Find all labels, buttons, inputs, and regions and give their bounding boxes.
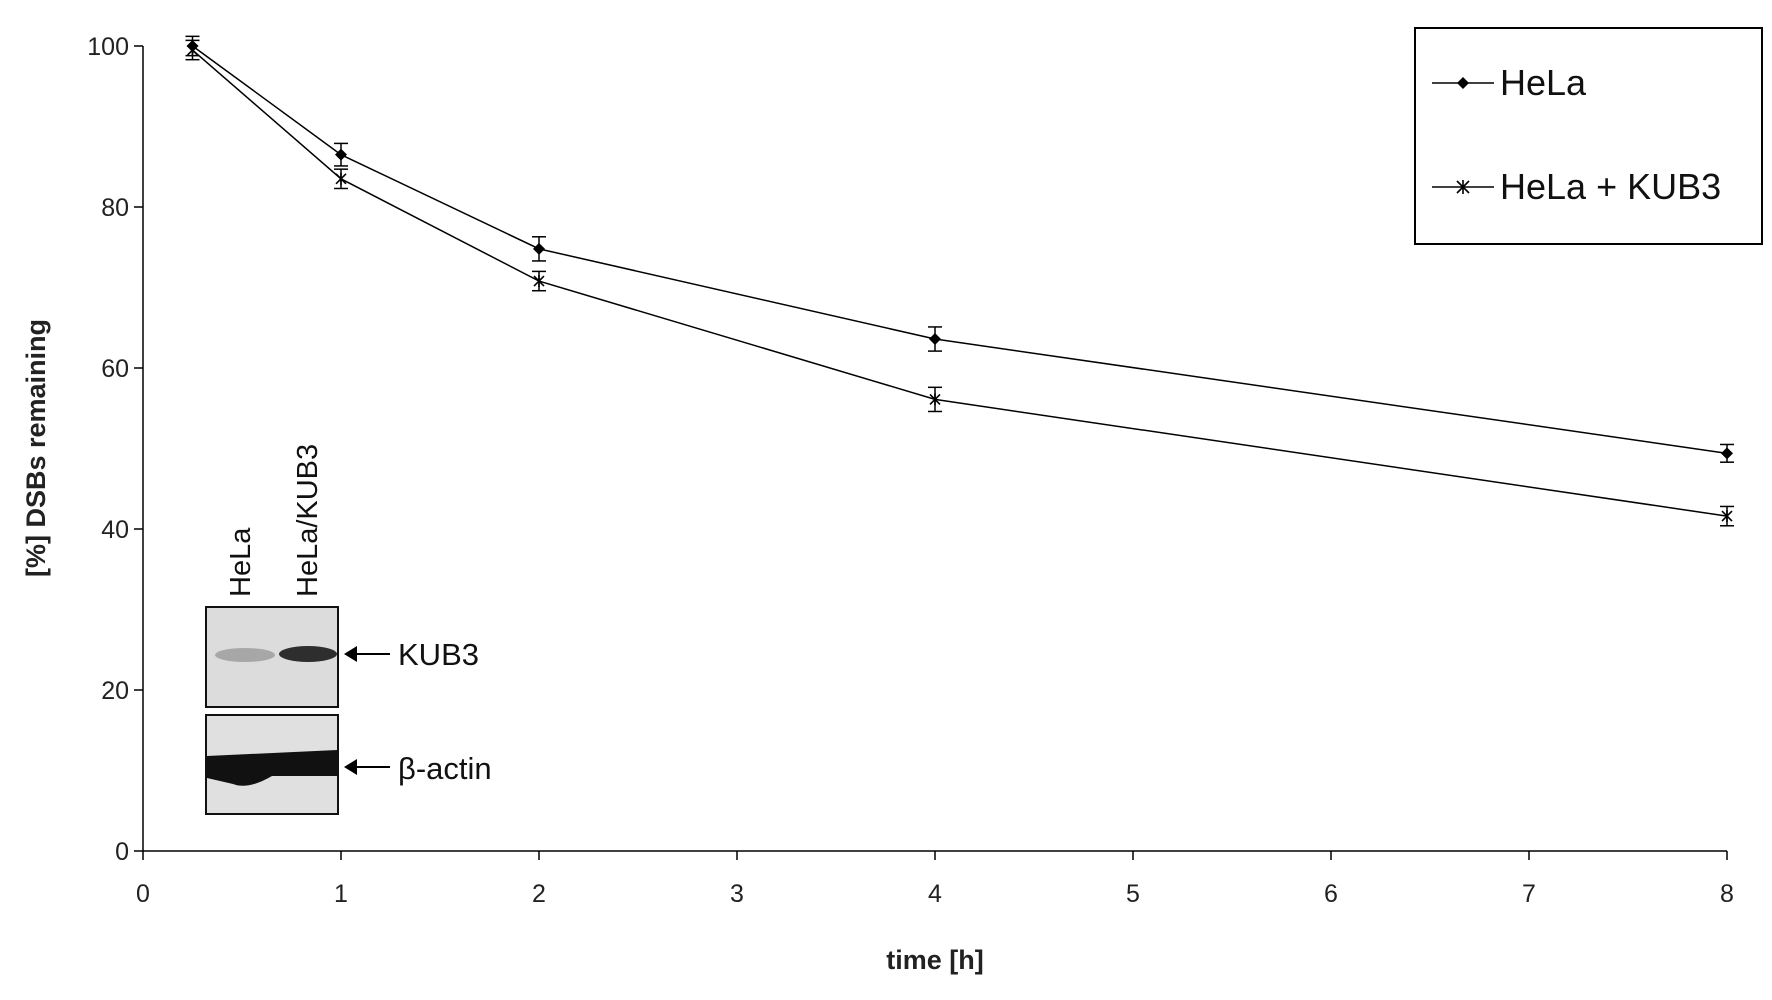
data-point bbox=[335, 172, 347, 185]
y-tick-label: 100 bbox=[87, 33, 129, 61]
x-tick-label: 3 bbox=[730, 880, 744, 908]
y-tick-label: 40 bbox=[101, 516, 129, 544]
x-tick-label: 8 bbox=[1720, 880, 1734, 908]
data-point bbox=[186, 44, 199, 57]
x-ticks: 0 1 2 3 4 5 6 7 8 bbox=[136, 851, 1734, 908]
legend-item-hela-kub3: HeLa + KUB3 bbox=[1432, 166, 1721, 207]
x-tick-label: 2 bbox=[532, 880, 546, 908]
lane-label-hela: HeLa bbox=[225, 527, 257, 597]
y-tick-label: 80 bbox=[101, 194, 129, 222]
data-point bbox=[929, 393, 941, 406]
data-point bbox=[533, 275, 545, 288]
x-tick-label: 6 bbox=[1324, 880, 1338, 908]
legend-label-hela-kub3: HeLa + KUB3 bbox=[1500, 166, 1721, 207]
legend-label-hela: HeLa bbox=[1500, 62, 1587, 103]
blot-band-actin bbox=[207, 750, 337, 786]
data-point bbox=[533, 242, 545, 255]
y-ticks: 0 20 40 60 80 100 bbox=[87, 33, 143, 866]
arrow-actin-head-icon bbox=[344, 759, 357, 775]
series-1 bbox=[185, 39, 1734, 527]
band-label-actin: β-actin bbox=[398, 751, 492, 786]
legend-box bbox=[1414, 27, 1763, 245]
data-point bbox=[335, 148, 347, 161]
x-axis-title: time [h] bbox=[886, 945, 984, 975]
band-label-kub3: KUB3 bbox=[398, 637, 479, 672]
x-tick-label: 1 bbox=[334, 880, 348, 908]
x-tick-label: 4 bbox=[928, 880, 942, 908]
data-point bbox=[1721, 510, 1733, 523]
legend-star-marker-icon bbox=[1456, 180, 1470, 194]
y-tick-label: 60 bbox=[101, 355, 129, 383]
data-point bbox=[929, 333, 941, 346]
series-0 bbox=[185, 35, 1734, 463]
western-blot-inset: HeLa HeLa/KUB3 KUB3 β-actin bbox=[205, 444, 492, 815]
legend-item-hela: HeLa bbox=[1432, 62, 1587, 103]
data-point bbox=[1721, 447, 1733, 460]
lane-label-hela-kub3: HeLa/KUB3 bbox=[292, 444, 324, 597]
series-layer bbox=[185, 35, 1734, 527]
y-tick-label: 0 bbox=[115, 838, 129, 866]
arrow-kub3-head-icon bbox=[344, 646, 357, 662]
x-tick-label: 7 bbox=[1522, 880, 1536, 908]
blot-band-hela-kub3-strong bbox=[279, 646, 337, 662]
blot-band-hela-kub3 bbox=[215, 648, 275, 662]
x-tick-label: 0 bbox=[136, 880, 150, 908]
y-tick-label: 20 bbox=[101, 677, 129, 705]
x-tick-label: 5 bbox=[1126, 880, 1140, 908]
legend: HeLa HeLa + KUB3 bbox=[1414, 27, 1763, 245]
legend-diamond-marker-icon bbox=[1457, 77, 1469, 89]
y-axis-title: [%] DSBs remaining bbox=[21, 319, 51, 577]
